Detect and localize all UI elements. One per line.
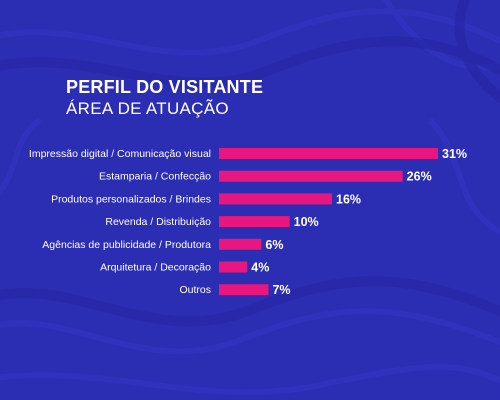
bar (219, 261, 248, 273)
category-label: Revenda / Distribuição (105, 216, 211, 228)
category-label: Agências de publicidade / Produtora (42, 239, 211, 251)
category-label: Estamparia / Confecção (99, 171, 211, 183)
chart-title: PERFIL DO VISITANTE (66, 77, 264, 97)
bar (219, 170, 403, 182)
value-label: 31% (442, 147, 467, 161)
category-label: Produtos personalizados / Brindes (51, 193, 211, 205)
bar (219, 216, 290, 228)
value-label: 16% (336, 192, 361, 206)
category-label: Arquitetura / Decoração (100, 262, 211, 274)
value-label: 10% (294, 215, 319, 229)
bar (219, 193, 333, 205)
category-label: Impressão digital / Comunicação visual (29, 148, 211, 160)
bar (219, 284, 269, 296)
bar (219, 238, 262, 250)
bar (219, 148, 438, 159)
value-label: 26% (407, 170, 432, 184)
chart-subtitle: ÁREA DE ATUAÇÃO (66, 99, 229, 118)
value-label: 6% (265, 238, 283, 252)
category-label: Outros (179, 284, 211, 296)
value-label: 7% (272, 283, 290, 297)
value-label: 4% (251, 261, 269, 275)
